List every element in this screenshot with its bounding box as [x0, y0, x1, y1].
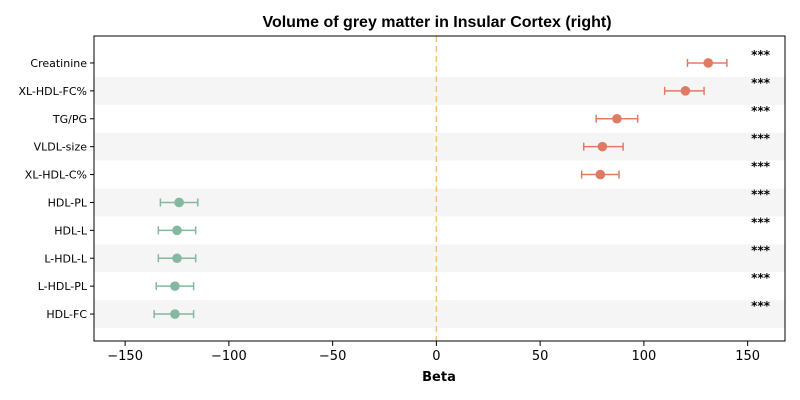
- category-label: VLDL-size: [34, 141, 88, 154]
- estimate-point: [680, 86, 691, 96]
- row-bands: [94, 76, 785, 328]
- estimate-point: [703, 58, 714, 68]
- significance-label: ***: [751, 160, 771, 174]
- x-tick-label: −100: [211, 349, 247, 364]
- x-tick-label: −150: [107, 349, 143, 364]
- plot-frame: [93, 35, 786, 342]
- row-band: [94, 132, 785, 161]
- significance-label: ***: [751, 76, 771, 90]
- significance-label: ***: [751, 187, 771, 201]
- estimate-point: [595, 169, 606, 180]
- significance-label: ***: [751, 132, 771, 146]
- x-axis-ticks: −150 −100 −50 0 50 100 150: [107, 341, 760, 364]
- category-label: XL-HDL-FC%: [18, 85, 87, 98]
- category-label: XL-HDL-C%: [25, 169, 87, 182]
- significance-label: ***: [751, 243, 771, 257]
- row-band: [94, 300, 785, 328]
- significance-label: ***: [751, 299, 771, 313]
- x-tick-label: 50: [532, 349, 549, 364]
- estimate-point: [170, 281, 180, 291]
- x-axis-label: Beta: [422, 370, 456, 385]
- significance-label: ***: [751, 271, 771, 285]
- row-band: [94, 188, 785, 217]
- significance-label: ***: [751, 48, 771, 62]
- x-tick-label: 100: [631, 349, 656, 364]
- category-label: HDL-L: [54, 224, 88, 237]
- significance-label: ***: [751, 215, 771, 229]
- category-label: L-HDL-L: [44, 252, 88, 265]
- x-tick-label: 0: [432, 349, 440, 364]
- category-label: HDL-PL: [48, 196, 88, 209]
- significance-label: ***: [751, 104, 771, 118]
- category-label: TG/PG: [52, 113, 87, 126]
- estimate-point: [612, 113, 622, 124]
- chart-title: Volume of grey matter in Insular Cortex …: [262, 14, 611, 31]
- x-tick-label: −50: [319, 349, 346, 364]
- row-band: [94, 244, 785, 273]
- estimate-point: [174, 197, 184, 208]
- category-label: L-HDL-PL: [38, 280, 88, 293]
- category-label: HDL-FC: [46, 308, 87, 321]
- category-labels: Creatinine XL-HDL-FC% TG/PG VLDL-size XL-HDL…: [18, 57, 94, 321]
- x-tick-label: 150: [735, 349, 760, 364]
- significance-labels: *** *** *** *** *** *** *** *** *** ***: [751, 48, 771, 313]
- estimate-point: [597, 141, 608, 152]
- estimate-points: [170, 58, 714, 319]
- estimate-point: [172, 253, 182, 264]
- estimate-point: [172, 225, 182, 236]
- category-label: Creatinine: [30, 57, 87, 70]
- estimate-point: [170, 309, 180, 319]
